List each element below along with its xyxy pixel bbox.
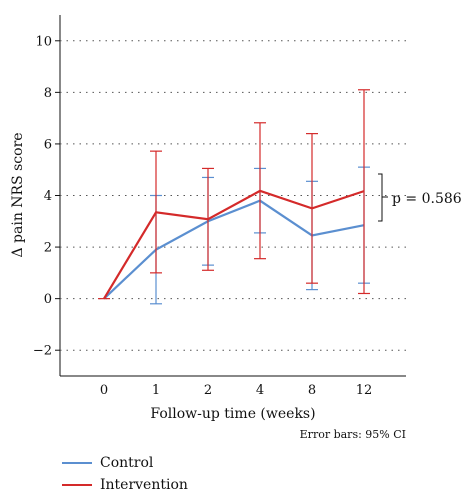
error-bars-note: Error bars: 95% CI	[300, 428, 406, 441]
legend-item-control: Control	[62, 452, 188, 474]
y-tick-label: −2	[33, 344, 52, 359]
x-tick-label: 4	[256, 383, 264, 398]
series-layer	[98, 89, 370, 305]
y-tick-label: 8	[44, 86, 52, 101]
y-tick-label: 4	[44, 189, 52, 204]
x-axis-title: Follow-up time (weeks)	[150, 406, 315, 422]
series-intervention	[103, 89, 370, 300]
legend-label-control: Control	[100, 455, 154, 471]
y-tick-label: 6	[44, 137, 52, 152]
line-intervention	[103, 189, 365, 300]
x-tick-label: 12	[356, 383, 373, 398]
legend-label-intervention: Intervention	[100, 477, 188, 493]
legend-swatch-control	[62, 462, 92, 464]
legend-swatch-intervention	[62, 484, 92, 486]
y-axis-title: Δ pain NRS score	[10, 132, 26, 257]
series-control	[103, 166, 370, 305]
y-tick-labels: −2 0 2 4 6 8 10	[33, 34, 60, 359]
legend: Control Intervention	[62, 452, 188, 496]
y-tick-label: 2	[44, 241, 52, 256]
x-tick-label: 1	[152, 383, 160, 398]
x-tick-label: 0	[100, 383, 108, 398]
y-tick-label: 0	[44, 292, 52, 307]
x-tick-labels: 0 1 2 4 8 12	[100, 383, 372, 398]
p-value-annotation: p = 0.586	[392, 191, 462, 207]
x-tick-label: 8	[308, 383, 316, 398]
y-tick-label: 10	[35, 34, 52, 49]
legend-item-intervention: Intervention	[62, 474, 188, 496]
p-value-bracket	[378, 173, 388, 222]
line-control	[103, 199, 365, 300]
x-tick-label: 2	[204, 383, 212, 398]
